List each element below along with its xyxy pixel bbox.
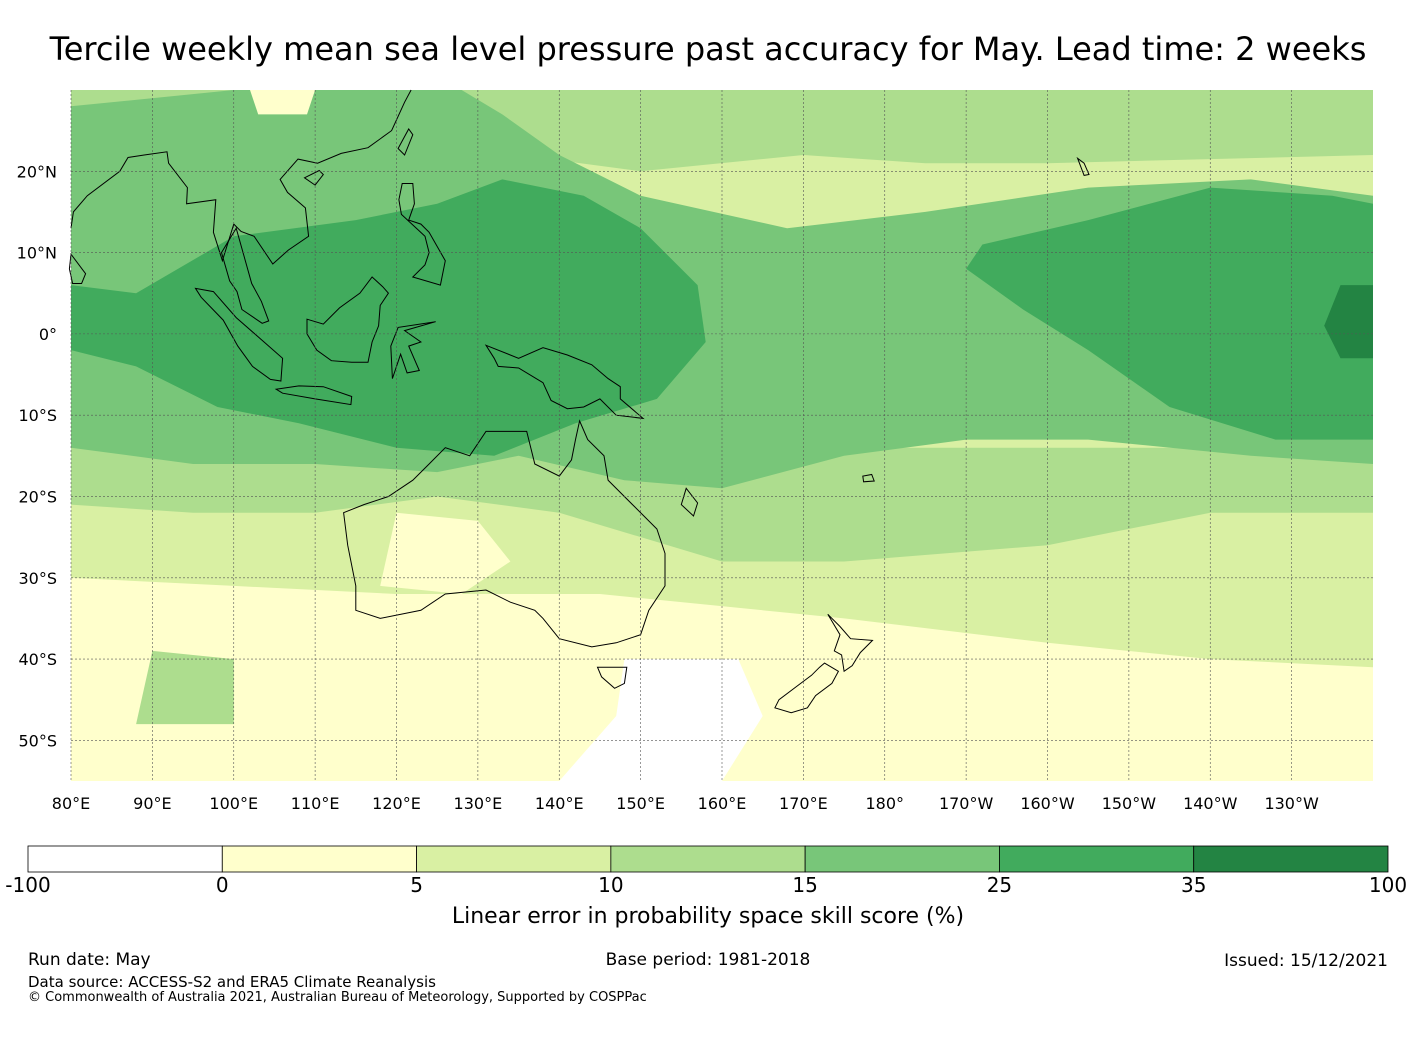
latitude-tick-label: 30°S (18, 569, 57, 588)
latitude-tick-label: 0° (39, 325, 57, 344)
colorbar-boxes (27, 845, 1389, 873)
longitude-tick-label: 140°E (535, 794, 584, 813)
colorbar-tick-label: 0 (216, 873, 229, 897)
fiji-coastline (862, 473, 875, 483)
colorbar-tick-label: 35 (1181, 873, 1206, 897)
colorbar-segment (999, 845, 1195, 873)
sumatra-coastline (194, 287, 284, 382)
longitude-tick-label: 120°E (372, 794, 421, 813)
colorbar-tick-label: 5 (410, 873, 423, 897)
longitude-tick-label: 100°E (209, 794, 258, 813)
colorbar-segment (221, 845, 417, 873)
hainan-coastline (303, 169, 324, 186)
colorbar-segment (416, 845, 612, 873)
longitude-tick-label: 180° (865, 794, 904, 813)
gridlines (70, 90, 1373, 781)
longitude-tick-label: 80°E (52, 794, 90, 813)
longitude-tick-label: 130°E (454, 794, 503, 813)
colorbar-tick-label: 25 (987, 873, 1012, 897)
field-zone-25-35-east (966, 187, 1373, 440)
longitude-tick-label: 170°E (779, 794, 828, 813)
skill-score-map: 80°E 90°E 100°E 110°E 120°E 130°E 140°E 150°E 16… (17, 89, 1373, 813)
longitude-tick-label: 110°E (291, 794, 340, 813)
copyright: © Commonwealth of Australia 2021, Austra… (28, 990, 647, 1005)
java-coastline (274, 385, 353, 406)
longitude-tick-label: 160°E (698, 794, 747, 813)
data-source: Data source: ACCESS-S2 and ERA5 Climate … (28, 973, 436, 991)
colorbar-tick-label: -100 (5, 873, 50, 897)
issued-date: Issued: 15/12/2021 (1224, 951, 1388, 971)
longitude-tick-label: 140°W (1183, 794, 1238, 813)
longitude-labels: 80°E 90°E 100°E 110°E 120°E 130°E 140°E 150°E 16… (52, 794, 1319, 813)
longitude-tick-label: 150°E (616, 794, 665, 813)
base-period: Base period: 1981-2018 (605, 950, 811, 970)
field-zone-25-35-west (71, 179, 706, 456)
hawaii-coastline (1076, 156, 1090, 176)
philippines-coastline (398, 183, 446, 286)
colorbar-label: Linear error in probability space skill … (451, 904, 965, 929)
colorbar-tick-label: 100 (1369, 873, 1407, 897)
field-zone-negative (559, 659, 763, 781)
latitude-tick-label: 10°S (18, 406, 57, 425)
colorbar-ticks: -100 0 5 10 15 25 35 100 (5, 873, 1407, 897)
colorbar-segment (27, 845, 223, 873)
nz-north-island-coastline (827, 613, 874, 673)
field-zone-0-5-australia (380, 512, 511, 594)
colorbar-segment (1193, 845, 1389, 873)
longitude-tick-label: 170°W (939, 794, 994, 813)
sri-lanka-coastline (68, 252, 87, 284)
taiwan-coastline (397, 128, 414, 156)
asia-coastline (70, 89, 412, 265)
colorbar-tick-label: 10 (598, 873, 623, 897)
australia-coastline (343, 419, 666, 648)
longitude-tick-label: 90°E (133, 794, 171, 813)
new-caledonia-coastline (680, 487, 699, 517)
latitude-tick-label: 20°N (17, 162, 57, 181)
colorbar-segment (804, 845, 1000, 873)
latitude-tick-label: 20°S (18, 487, 57, 506)
latitude-tick-label: 50°S (18, 731, 57, 750)
run-date: Run date: May (28, 950, 151, 970)
borneo-coastline (306, 276, 390, 363)
field-zone-10-15-south (71, 447, 1373, 562)
field-zone-10-15-indian (136, 650, 234, 725)
longitude-tick-label: 160°W (1020, 794, 1075, 813)
colorbar-tick-label: 15 (792, 873, 817, 897)
chart-title: Tercile weekly mean sea level pressure p… (49, 30, 1367, 68)
field-zone-35-100 (1324, 285, 1373, 359)
nz-south-island-coastline (774, 662, 840, 714)
latitude-tick-label: 40°S (18, 650, 57, 669)
latitude-tick-label: 10°N (17, 244, 57, 263)
latitude-labels: 20°N 10°N 0° 10°S 20°S 30°S 40°S 50°S (17, 162, 57, 750)
colorbar: -100 0 5 10 15 25 35 100 (5, 845, 1407, 897)
field-zone-0-5-china (250, 90, 316, 115)
longitude-tick-label: 150°W (1102, 794, 1157, 813)
longitude-tick-label: 130°W (1264, 794, 1319, 813)
tasmania-coastline (596, 666, 628, 689)
coastlines (68, 89, 1090, 714)
colorbar-segment (610, 845, 806, 873)
